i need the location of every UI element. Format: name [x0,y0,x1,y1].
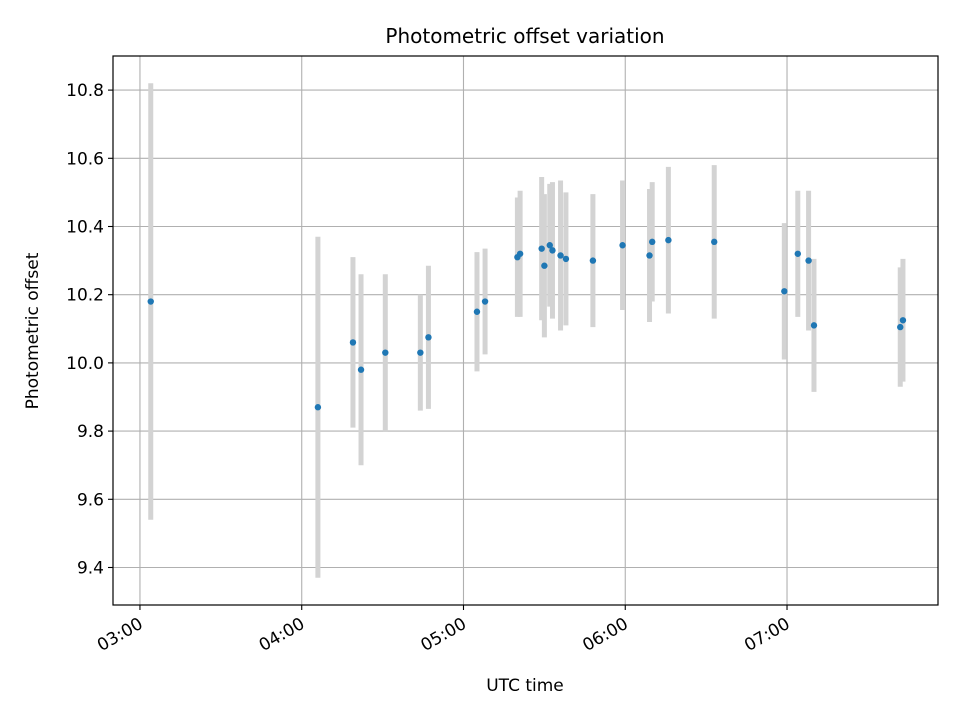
data-point [897,323,904,331]
y-tick-label: 10.8 [66,81,104,101]
y-tick-label: 9.6 [77,490,104,510]
data-point [711,238,718,246]
y-tick-label: 10.2 [66,286,104,306]
data-point [314,404,322,411]
data-point [382,349,389,356]
data-point [549,247,556,254]
data-point [481,298,489,305]
data-point [646,252,653,259]
y-tick-label: 9.4 [77,558,104,578]
data-point [425,334,432,341]
y-axis-ticks: 9.4 9.6 9.8 10.0 10.2 10.4 10.6 10.8 [66,81,113,578]
data-point [562,255,570,263]
y-axis-title: Photometric offset [23,252,43,409]
data-point [516,250,524,257]
grid-lines [113,56,938,605]
data-point [473,308,481,315]
data-point [899,317,907,324]
data-point [147,298,154,305]
data-point [810,322,818,329]
data-point [619,242,626,249]
y-tick-label: 10.4 [66,217,104,237]
data-markers [147,236,907,411]
y-tick-label: 10.0 [66,354,104,374]
data-point [349,339,357,346]
data-point [781,288,788,295]
data-point [665,236,672,244]
x-axis-title: UTC time [486,676,564,696]
data-point [805,257,812,264]
data-point [649,238,656,246]
data-point [417,349,424,356]
y-tick-label: 10.6 [66,149,104,169]
plot-frame [112,55,939,606]
y-tick-label: 9.8 [77,422,104,442]
data-point [541,262,548,269]
data-point [589,257,597,264]
data-point [357,366,365,373]
data-point [546,242,553,249]
data-point [557,252,564,259]
chart-title: Photometric offset variation [385,24,664,48]
data-point [538,245,545,252]
data-point [794,250,802,257]
